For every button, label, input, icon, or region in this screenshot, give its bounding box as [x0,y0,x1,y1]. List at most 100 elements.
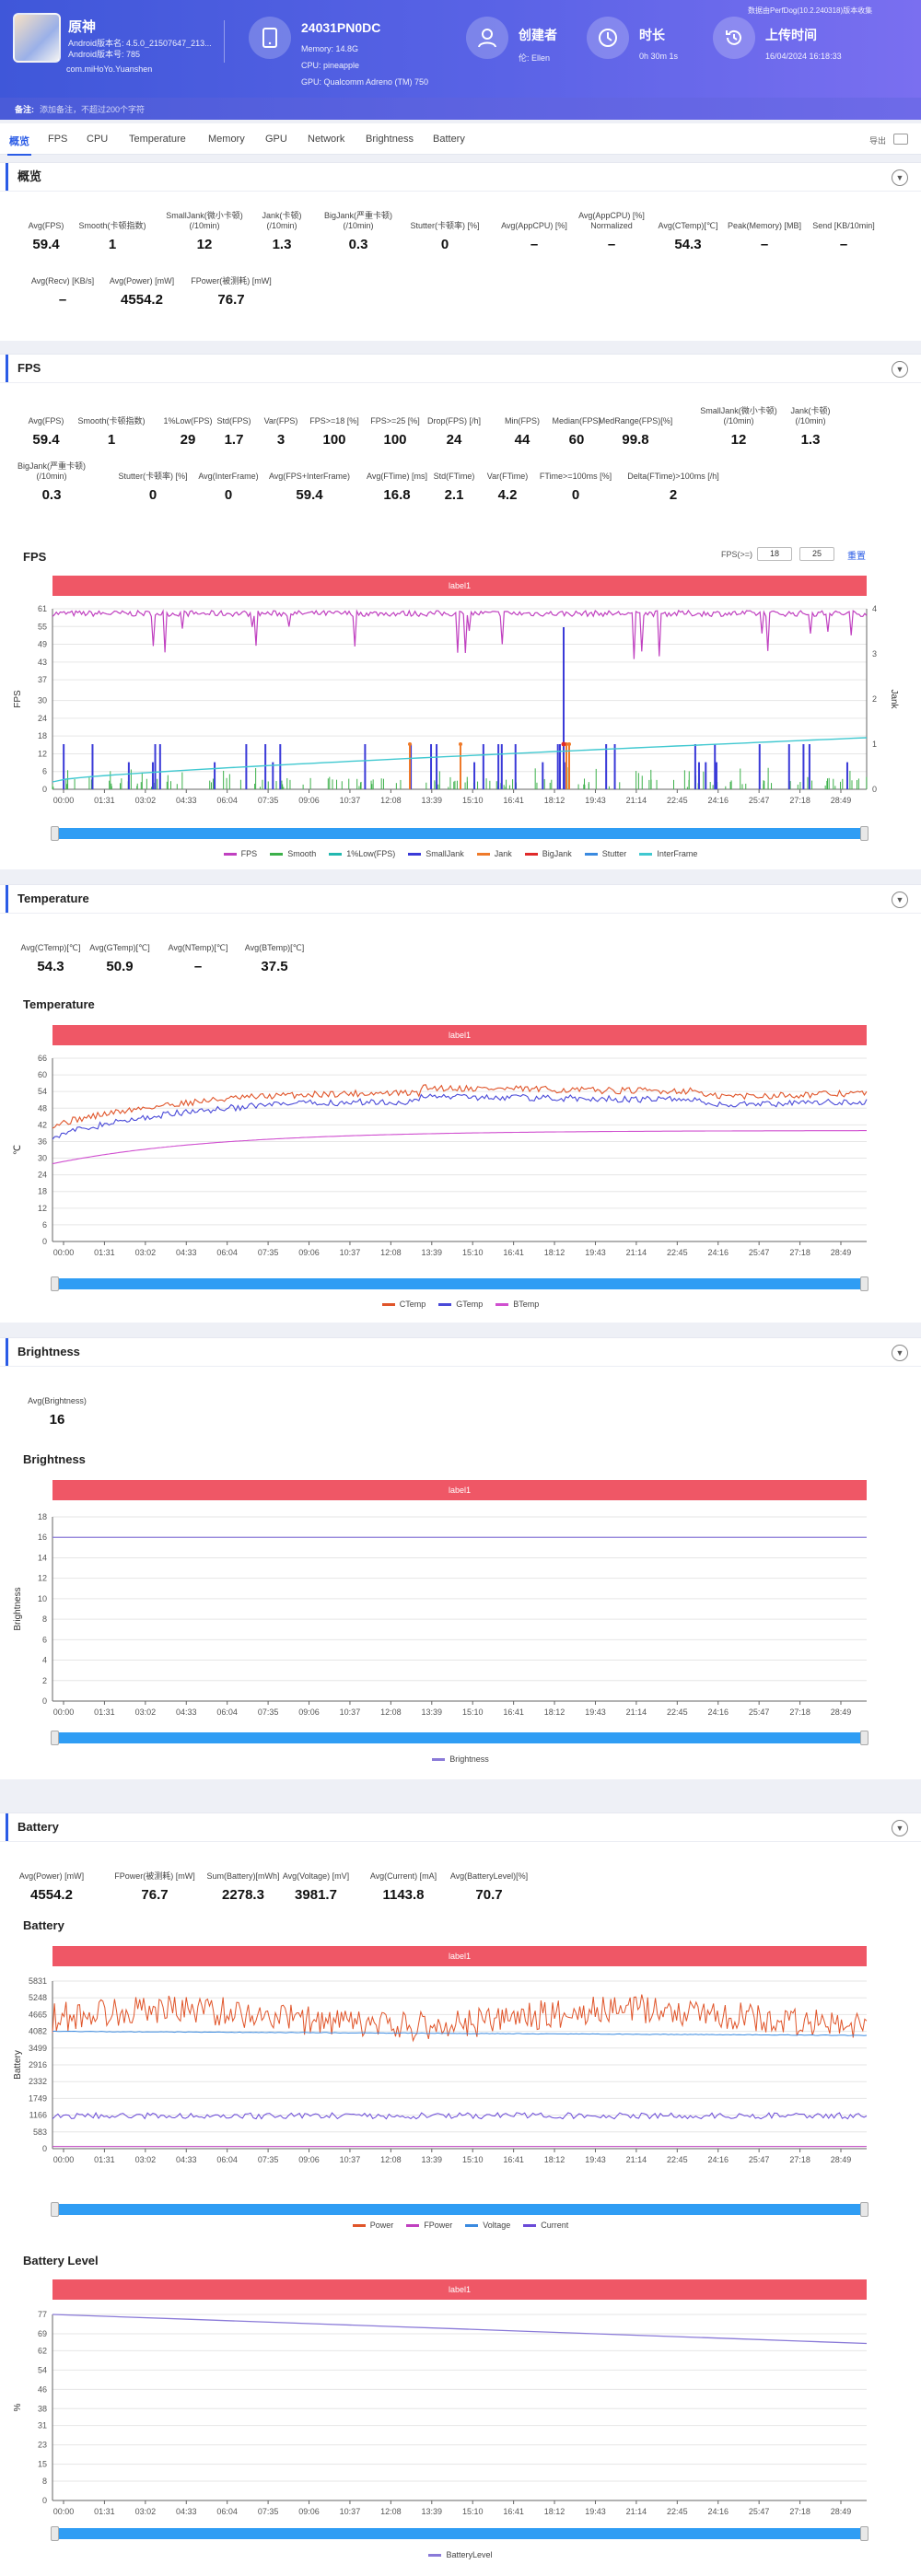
stat-value: 1 [108,237,117,252]
tab-network[interactable]: Network [308,134,345,145]
y-tick-label: 77 [38,2310,47,2319]
slider-handle-left[interactable] [51,2526,59,2541]
slider-handle-left[interactable] [51,1276,59,1291]
legend-swatch [406,2224,420,2228]
legend-item[interactable]: BTemp [495,1300,539,1309]
tab-cpu[interactable]: CPU [87,134,109,145]
stat-item: 1%Low(FPS) 29 [137,406,239,448]
legend-item[interactable]: Smooth [270,849,316,858]
legend-item[interactable]: SmallJank [408,849,464,858]
slider-handle-right[interactable] [860,1731,869,1745]
legend-swatch [438,1303,452,1307]
x-tick-label: 28:49 [831,2155,852,2164]
fps-threshold-input-2[interactable]: 25 [799,547,834,561]
note-bar[interactable]: 备注: 添加备注，不超过200个字符 [0,98,921,120]
y-tick-label: 18 [38,731,47,740]
stat-label: Avg(AppCPU) [%] Normalized [578,211,645,230]
slider-handle-right[interactable] [860,826,869,841]
fps-zoom-slider[interactable] [51,826,869,841]
y-tick-label: 6 [42,767,47,776]
legend-item[interactable]: Voltage [465,2220,510,2230]
chevron-down-icon[interactable]: ▼ [892,892,908,908]
legend-item[interactable]: Power [352,2220,394,2230]
battery-level-chart[interactable]: 0 8 15 23 31 38 46 54 62 69 77% 00:00 01:31 03:02 04:3… [0,2305,921,2519]
stat-value: 16 [49,1412,65,1428]
brightness-card: Brightness ▼ Avg(Brightness) 16 Brightnes… [0,1337,921,1779]
battery-level-label-bar[interactable]: label1 [52,2279,867,2300]
stat-value: 0 [440,237,449,252]
stat-value: 12 [196,237,213,252]
fps-threshold-input-1[interactable]: 18 [757,547,792,561]
legend-item[interactable]: InterFrame [639,849,697,858]
stat-item: Avg(FPS+InterFrame) 59.4 [259,461,360,503]
tab-temperature[interactable]: Temperature [129,134,186,145]
battery-level-zoom-slider[interactable] [51,2526,869,2541]
stat-value: 70.7 [475,1887,503,1903]
tab-gpu[interactable]: GPU [265,134,287,145]
legend-item[interactable]: GTemp [438,1300,483,1309]
legend-swatch [381,1303,395,1307]
tab-battery[interactable]: Battery [433,134,465,145]
legend-item[interactable]: FPS [223,849,257,858]
brightness-zoom-slider[interactable] [51,1731,869,1745]
brightness-label-bar[interactable]: label1 [52,1480,867,1500]
slider-handle-right[interactable] [860,1276,869,1291]
legend-item[interactable]: FPower [406,2220,452,2230]
legend-item[interactable]: 1%Low(FPS) [329,849,395,858]
fps-label-bar[interactable]: label1 [52,576,867,596]
slider-handle-right[interactable] [860,2526,869,2541]
x-tick-label: 15:10 [462,2155,484,2164]
stat-value: 3981.7 [295,1887,337,1903]
stat-item: Send [KB/10min] – [793,211,894,252]
stat-item: Smooth(卡顿指数) 1 [62,211,163,252]
temperature-zoom-slider[interactable] [51,1276,869,1291]
x-tick-label: 01:31 [94,1248,115,1257]
y-tick-label: 30 [38,1154,47,1163]
chevron-down-icon[interactable]: ▼ [892,1820,908,1836]
legend-label: BTemp [513,1300,540,1309]
temperature-chart[interactable]: 0 6 12 18 24 30 36 42 48 54 60 66 ℃ 00:00 01:31 03:02 04… [0,1053,921,1263]
legend-item[interactable]: Jank [476,849,512,858]
legend-item[interactable]: CTemp [381,1300,426,1309]
legend-item[interactable]: Brightness [432,1754,489,1764]
tab-brightness[interactable]: Brightness [366,134,414,145]
battery-label-bar[interactable]: label1 [52,1946,867,1966]
tab-memory[interactable]: Memory [208,134,245,145]
y-tick-label: 2916 [29,2060,47,2069]
note-input[interactable]: 添加备注，不超过200个字符 [40,105,146,114]
battery-level-series-line [52,2314,868,2345]
brightness-chart[interactable]: 0 2 4 6 8 10 12 14 16 18 Brightness 00:00 01:31 03:02… [0,1508,921,1721]
tab-fps[interactable]: FPS [48,134,68,145]
legend-label: InterFrame [657,849,698,858]
legend-item[interactable]: BatteryLevel [428,2550,493,2559]
export-button[interactable]: 导出 [869,136,886,146]
legend-label: Power [369,2220,394,2230]
legend-item[interactable]: BigJank [524,849,572,858]
chevron-down-icon[interactable]: ▼ [892,1345,908,1361]
slider-handle-left[interactable] [51,1731,59,1745]
slider-handle-right[interactable] [860,2202,869,2217]
x-tick-label: 18:12 [544,2155,565,2164]
stat-value: 1.3 [800,432,821,448]
temperature-label-bar[interactable]: label1 [52,1025,867,1045]
legend-item[interactable]: Stutter [584,849,626,858]
export-icon[interactable] [893,134,908,145]
legend-swatch [408,853,422,857]
battery-chart[interactable]: 0 583 1166 1749 2332 2916 3499 4082 4665 5248 5831… [0,1974,921,2169]
slider-handle-left[interactable] [51,2202,59,2217]
x-tick-label: 09:06 [298,2507,320,2516]
chevron-down-icon[interactable]: ▼ [892,169,908,186]
reset-button[interactable]: 重置 [847,552,866,562]
battery-zoom-slider[interactable] [51,2202,869,2217]
slider-handle-left[interactable] [51,826,59,841]
stat-value: 0.3 [41,487,62,503]
y-axis-label: Battery [13,2050,23,2080]
legend-item[interactable]: Current [523,2220,568,2230]
chevron-down-icon[interactable]: ▼ [892,361,908,378]
stat-value: 54.3 [37,959,64,974]
y-tick-label: 0 [42,785,47,794]
legend-label: GTemp [456,1300,484,1309]
tab-overview[interactable]: 概览 [7,134,31,156]
stat-label: Peak(Memory) [MB] [727,221,801,230]
